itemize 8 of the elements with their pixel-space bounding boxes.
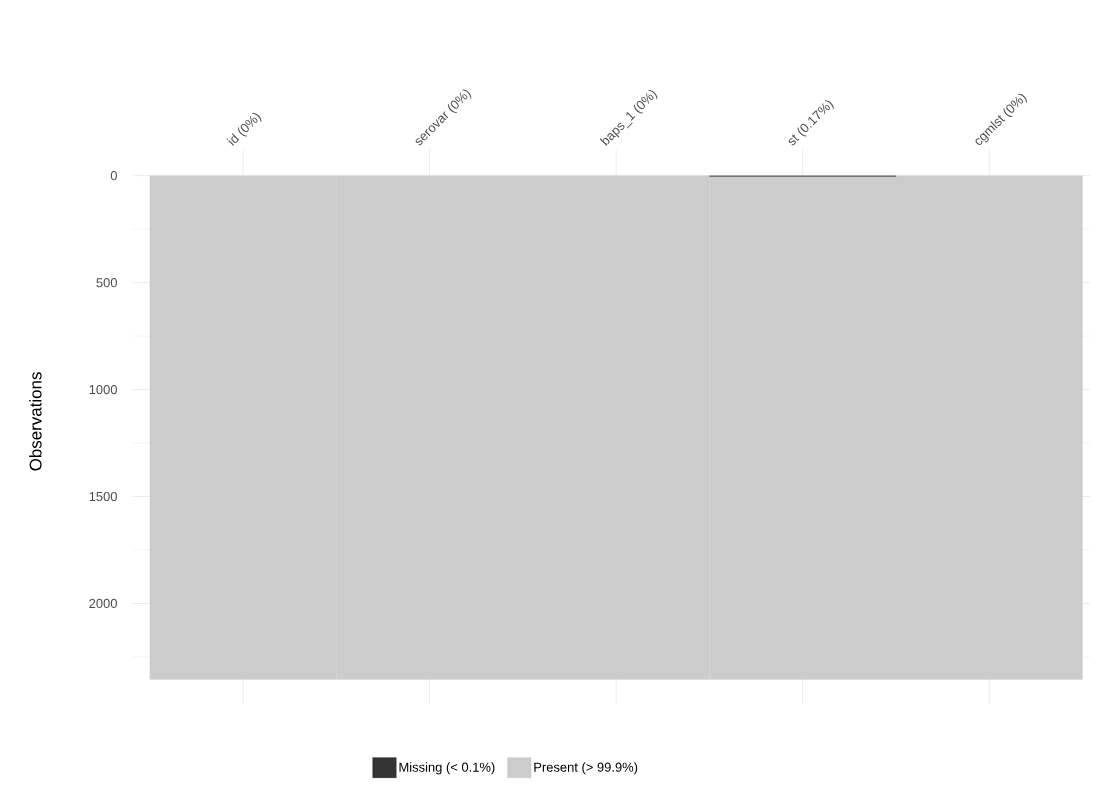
y-tick-label: 1000 <box>89 384 117 395</box>
y-tick-label: 1500 <box>89 491 117 502</box>
y-tick-label: 500 <box>96 278 117 288</box>
legend-label: Present (> 99.9%) <box>534 762 638 775</box>
legend-label: Missing (< 0.1%) <box>399 762 495 775</box>
y-axis-title: Observations <box>29 372 42 471</box>
y-tick-label: 0 <box>110 171 117 181</box>
y-tick-label: 2000 <box>89 598 117 609</box>
